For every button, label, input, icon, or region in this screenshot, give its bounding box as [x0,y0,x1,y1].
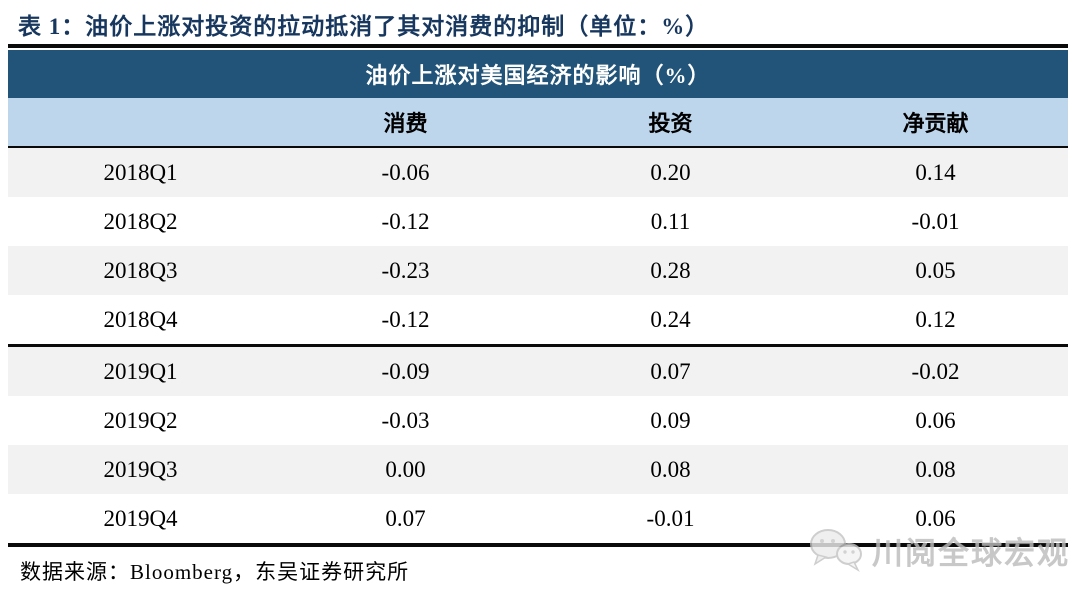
cell-investment: 0.20 [650,159,691,185]
cell-investment: 0.07 [650,358,691,384]
cell-consumption: -0.09 [381,358,430,384]
column-header-investment: 投资 [648,111,693,136]
table-row: 2018Q2 -0.12 0.11 -0.01 [8,197,1068,246]
row-label: 2019Q1 [103,358,178,384]
data-table: 油价上涨对美国经济的影响（%） 消费 投资 净贡献 2018Q1 -0.06 0… [8,50,1068,547]
cell-net-contribution: 0.14 [915,159,956,185]
cell-net-contribution: -0.01 [911,208,960,234]
row-label: 2019Q2 [103,407,178,433]
cell-consumption: 0.07 [385,505,426,531]
title-rule-divider [8,44,1068,48]
table-caption-row: 油价上涨对美国经济的影响（%） [8,50,1068,98]
cell-consumption: -0.03 [381,407,430,433]
column-header-row: 消费 投资 净贡献 [8,98,1068,148]
cell-net-contribution: 0.12 [915,306,956,332]
cell-consumption: -0.23 [381,257,430,283]
row-label: 2019Q3 [103,456,178,482]
table-row: 2019Q2 -0.03 0.09 0.06 [8,396,1068,445]
cell-investment: 0.11 [650,208,691,234]
table-title: 表 1：油价上涨对投资的拉动抵消了其对消费的抑制（单位：%） [18,14,710,39]
row-label: 2018Q1 [103,159,178,185]
table-row: 2019Q3 0.00 0.08 0.08 [8,445,1068,494]
table-row: 2019Q4 0.07 -0.01 0.06 [8,494,1068,543]
row-label: 2019Q4 [103,505,178,531]
data-source-note: 数据来源：Bloomberg，东吴证券研究所 [20,560,410,584]
table-row: 2018Q4 -0.12 0.24 0.12 [8,295,1068,344]
cell-investment: 0.08 [650,456,691,482]
row-label: 2018Q3 [103,257,178,283]
table-row: 2018Q3 -0.23 0.28 0.05 [8,246,1068,295]
cell-consumption: -0.06 [381,159,430,185]
cell-investment: 0.24 [650,306,691,332]
cell-net-contribution: -0.02 [911,358,960,384]
table-row: 2019Q1 -0.09 0.07 -0.02 [8,344,1068,396]
cell-investment: -0.01 [646,505,695,531]
cell-consumption: -0.12 [381,208,430,234]
column-header-consumption: 消费 [383,111,428,136]
cell-net-contribution: 0.06 [915,505,956,531]
cell-consumption: 0.00 [385,456,426,482]
table-row: 2018Q1 -0.06 0.20 0.14 [8,148,1068,197]
row-label: 2018Q2 [103,208,178,234]
cell-investment: 0.09 [650,407,691,433]
column-header-net-contribution: 净贡献 [902,111,969,136]
row-label: 2018Q4 [103,306,178,332]
cell-net-contribution: 0.08 [915,456,956,482]
table-caption: 油价上涨对美国经济的影响（%） [365,63,711,88]
cell-net-contribution: 0.06 [915,407,956,433]
cell-consumption: -0.12 [381,306,430,332]
cell-net-contribution: 0.05 [915,257,956,283]
cell-investment: 0.28 [650,257,691,283]
